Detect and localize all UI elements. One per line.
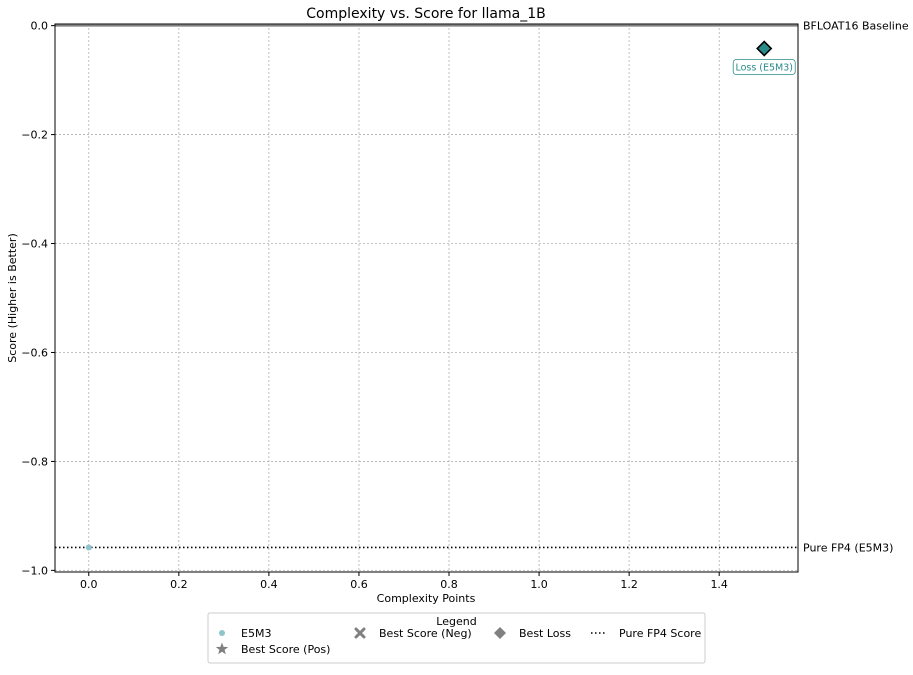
- legend-diamond-icon: [494, 627, 506, 639]
- y-tick-label: −0.6: [21, 346, 48, 359]
- x-axis-label: Complexity Points: [377, 592, 476, 605]
- chart-title: Complexity vs. Score for llama_1B: [306, 6, 545, 22]
- legend-item-label: Best Loss: [519, 627, 571, 640]
- x-tick-label: 1.2: [620, 578, 638, 591]
- legend-item-label: E5M3: [241, 627, 271, 640]
- y-axis-ticks: 0.0 −0.2 −0.4 −0.6 −0.8 −1.0: [21, 20, 55, 577]
- data-points: Loss (E5M3): [85, 40, 796, 551]
- baseline-label: BFLOAT16 Baseline: [803, 20, 909, 33]
- best-loss-marker: [756, 40, 773, 57]
- x-tick-label: 0.0: [80, 578, 98, 591]
- best-loss-annotation-box: [732, 59, 796, 75]
- legend-title: Legend: [436, 615, 476, 628]
- x-tick-label: 0.4: [260, 578, 278, 591]
- data-point-e5m3: [85, 544, 92, 551]
- legend-box: [207, 612, 706, 664]
- y-tick-label: 0.0: [31, 20, 49, 33]
- y-tick-label: −1.0: [21, 564, 48, 577]
- legend: Legend E5M3 Best Score (Neg) Best Loss Pure …: [207, 612, 706, 664]
- x-tick-label: 0.8: [440, 578, 458, 591]
- x-tick-label: 0.2: [170, 578, 188, 591]
- plot-area-frame: [54, 23, 799, 573]
- legend-x-icon: [354, 627, 366, 639]
- x-tick-label: 1.0: [530, 578, 548, 591]
- x-axis-ticks: 0.0 0.2 0.4 0.6 0.8 1.0 1.2 1.4: [80, 572, 728, 591]
- legend-item-label: Pure FP4 Score: [619, 627, 701, 640]
- legend-item-label: Best Score (Pos): [241, 643, 330, 656]
- grid: [55, 24, 798, 572]
- pure-fp4-label: Pure FP4 (E5M3): [803, 541, 893, 554]
- y-tick-label: −0.2: [21, 129, 48, 142]
- y-tick-label: −0.8: [21, 455, 48, 468]
- x-tick-label: 1.4: [710, 578, 728, 591]
- best-loss-annotation: Loss (E5M3): [735, 63, 793, 74]
- y-axis-label: Score (Higher is Better): [6, 233, 19, 362]
- legend-star-icon: [215, 642, 229, 655]
- y-tick-label: −0.4: [21, 238, 48, 251]
- x-tick-label: 0.6: [350, 578, 368, 591]
- legend-item-label: Best Score (Neg): [379, 627, 472, 640]
- reference-lines: BFLOAT16 Baseline Pure FP4 (E5M3): [55, 20, 909, 554]
- legend-circle-icon: [219, 630, 225, 636]
